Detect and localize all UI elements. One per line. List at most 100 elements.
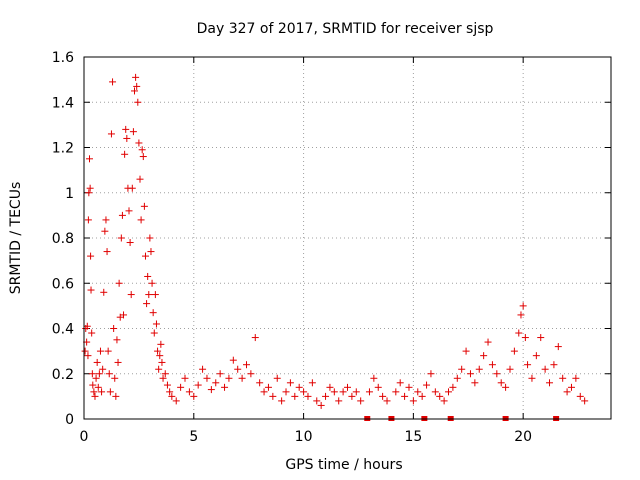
data-point — [155, 365, 163, 373]
data-point — [109, 78, 117, 86]
data-point — [510, 347, 518, 355]
data-point — [322, 392, 330, 400]
data-point — [581, 397, 589, 405]
data-point — [99, 365, 107, 373]
data-point — [115, 279, 123, 287]
data-point — [87, 286, 95, 294]
data-point — [423, 381, 431, 389]
y-tick-label: 0.2 — [52, 367, 74, 383]
data-point — [166, 388, 174, 396]
data-point — [141, 252, 149, 260]
data-point — [133, 82, 141, 90]
data-point — [154, 347, 162, 355]
data-point — [436, 392, 444, 400]
data-point — [225, 374, 233, 382]
data-point — [348, 392, 356, 400]
data-point — [121, 150, 129, 158]
data-point — [194, 381, 202, 389]
data-point — [260, 388, 268, 396]
data-point — [83, 322, 91, 330]
data-point — [123, 134, 131, 142]
x-tick-label: 15 — [404, 429, 422, 445]
data-point — [326, 383, 334, 391]
data-point — [87, 252, 95, 260]
data-point — [85, 155, 93, 163]
data-point — [150, 329, 158, 337]
data-point — [550, 361, 558, 369]
data-point — [104, 347, 112, 355]
data-point — [401, 392, 409, 400]
data-point — [122, 125, 130, 133]
data-point — [559, 374, 567, 382]
data-point — [107, 130, 115, 138]
data-points — [81, 73, 589, 409]
data-point — [126, 239, 134, 247]
data-point — [168, 392, 176, 400]
data-point — [95, 370, 103, 378]
data-point — [181, 374, 189, 382]
data-point — [383, 397, 391, 405]
x-tick-label: 0 — [80, 429, 89, 445]
data-point — [264, 383, 272, 391]
data-point — [247, 370, 255, 378]
data-point — [152, 320, 160, 328]
data-point — [256, 379, 264, 387]
data-point — [238, 374, 246, 382]
y-axis-label: SRMTID / TECUs — [8, 182, 24, 295]
data-point — [90, 388, 98, 396]
data-point — [221, 383, 229, 391]
data-point — [576, 392, 584, 400]
data-point — [101, 227, 109, 235]
data-point — [143, 300, 151, 308]
data-point — [81, 347, 89, 355]
data-point — [308, 379, 316, 387]
data-point — [177, 383, 185, 391]
data-point — [125, 207, 133, 215]
data-point — [212, 379, 220, 387]
data-point — [132, 73, 140, 81]
y-tick-label: 0.4 — [52, 322, 74, 338]
data-point — [216, 370, 224, 378]
data-point — [273, 374, 281, 382]
data-point — [449, 383, 457, 391]
data-point — [493, 370, 501, 378]
data-point — [458, 365, 466, 373]
data-point — [203, 374, 211, 382]
data-point — [144, 272, 152, 280]
data-point — [120, 311, 128, 319]
data-point — [335, 397, 343, 405]
data-point — [357, 397, 365, 405]
data-point — [471, 379, 479, 387]
data-point — [127, 291, 135, 299]
data-point — [234, 365, 242, 373]
x-tick-label: 10 — [295, 429, 313, 445]
data-point — [118, 211, 126, 219]
data-point — [103, 248, 111, 256]
data-point — [111, 374, 119, 382]
data-point — [554, 343, 562, 351]
data-point — [105, 370, 113, 378]
data-point — [98, 388, 106, 396]
data-point — [488, 361, 496, 369]
data-point — [129, 128, 137, 136]
data-point — [286, 379, 294, 387]
data-point — [229, 356, 237, 364]
data-point — [339, 388, 347, 396]
data-point — [112, 392, 120, 400]
data-point — [418, 392, 426, 400]
data-point — [396, 379, 404, 387]
y-tick-label: 1.2 — [52, 141, 74, 157]
data-point — [537, 334, 545, 342]
data-point — [147, 248, 155, 256]
tick-layer: 0 0.2 0.4 0.6 0.8 1 1.2 1.4 1.6 0 5 10 15 20 — [52, 50, 611, 445]
data-point — [139, 153, 147, 161]
data-point — [374, 383, 382, 391]
data-point — [300, 388, 308, 396]
data-point — [528, 374, 536, 382]
data-point — [161, 370, 169, 378]
data-point — [480, 352, 488, 360]
data-point — [84, 352, 92, 360]
grid-layer — [84, 57, 611, 419]
data-point — [524, 361, 532, 369]
